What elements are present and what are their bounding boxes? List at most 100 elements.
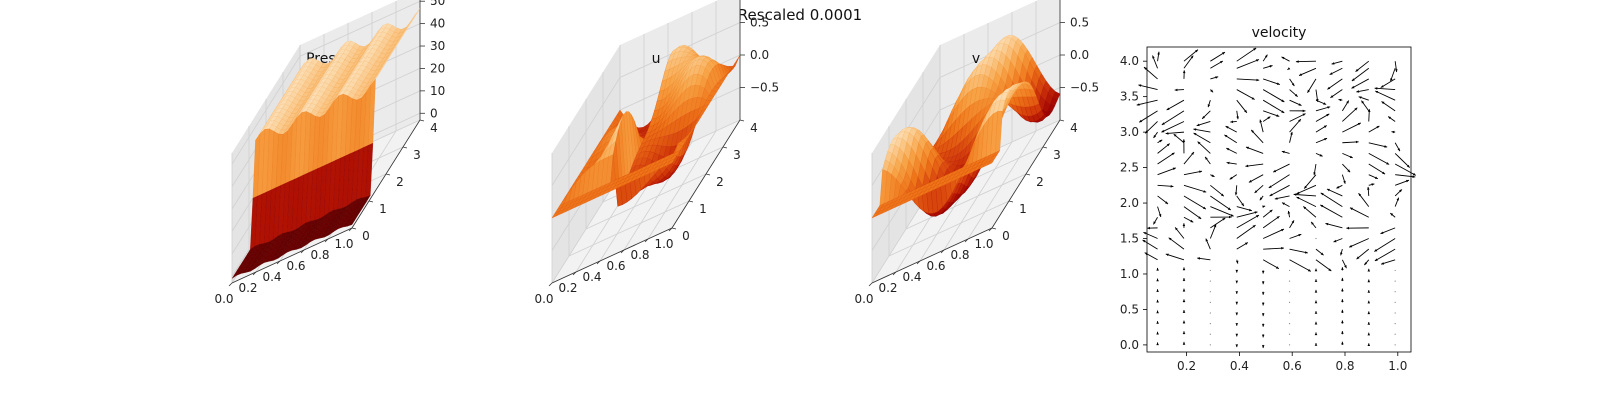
vector-dot — [1394, 344, 1396, 346]
x-tick-label: 0.0 — [854, 292, 873, 306]
y-tick — [351, 227, 357, 230]
z-tick-label: −0.5 — [1070, 81, 1099, 95]
vector-dot — [1394, 269, 1396, 272]
vector-head — [1341, 331, 1344, 334]
vector-head — [1341, 341, 1344, 345]
y-tick-label: 1 — [379, 202, 387, 216]
y-tick-label: 4 — [750, 121, 758, 135]
x-tick-label: 0.8 — [310, 248, 329, 262]
x-tick-label: 0.4 — [1230, 359, 1249, 373]
z-tick-label: 0.5 — [1070, 16, 1089, 30]
grid-line-z — [551, 22, 741, 186]
vector-dot — [1288, 312, 1291, 314]
vector-dot — [1288, 291, 1291, 293]
vector-arrow — [1210, 217, 1226, 229]
vector-head — [1222, 52, 1225, 55]
y-tick-label: 3.0 — [1120, 125, 1139, 139]
vector-head — [1395, 69, 1398, 72]
vector-head — [1282, 202, 1285, 205]
vector-arrow — [1210, 195, 1232, 211]
vector-head — [1182, 278, 1186, 281]
vector-head — [1230, 120, 1234, 124]
y-tick-label: 2 — [1036, 175, 1044, 189]
vector-head — [1225, 126, 1229, 129]
x-tick — [276, 260, 281, 265]
y-tick-label: 3 — [1053, 148, 1061, 162]
vector-arrow — [1326, 188, 1343, 197]
velocity-quiver-axes: velocity 0.2 0.4 0.6 0.8 1.0 0.0 0.5 1.0 1.5 2.0 2.… — [1120, 25, 1417, 373]
vector-head — [1281, 150, 1285, 154]
grid-line-z — [231, 0, 421, 165]
y-tick — [385, 173, 391, 176]
vector-head — [1341, 277, 1344, 281]
vector-dot — [1394, 312, 1396, 314]
vector-head — [1350, 207, 1353, 211]
vector-head — [1390, 213, 1394, 216]
vector-head — [1338, 98, 1342, 102]
vector-head — [1326, 113, 1330, 117]
surface-patch — [987, 158, 995, 166]
vector-head — [1197, 257, 1201, 260]
x-tick — [252, 271, 257, 276]
vector-head — [1324, 138, 1328, 141]
y-tick-label: 2.5 — [1120, 161, 1139, 175]
vector-head — [1349, 155, 1353, 158]
vector-head — [1390, 78, 1393, 82]
vector-head — [1203, 190, 1207, 193]
vector-head — [1138, 84, 1142, 87]
vector-arrow — [1161, 110, 1185, 126]
vector-dot — [1209, 291, 1211, 293]
vector-head — [1268, 185, 1272, 188]
vector-head — [1330, 95, 1334, 98]
z-tick-label: 10 — [430, 84, 445, 98]
x-tick-label: 0.4 — [262, 270, 281, 284]
vector-head — [1376, 126, 1380, 129]
vector-head — [1316, 99, 1319, 102]
vector-head — [1172, 167, 1176, 171]
vector-head — [1367, 343, 1371, 346]
vector-head — [1384, 145, 1388, 148]
vector-arrow — [1320, 192, 1343, 207]
vector-head — [1264, 54, 1268, 58]
vector-head — [1165, 201, 1168, 204]
vector-arrow — [1295, 60, 1316, 63]
vector-head — [1152, 55, 1155, 59]
vector-head — [1182, 139, 1186, 142]
vector-head — [1215, 76, 1219, 79]
vector-arrow — [1263, 247, 1284, 250]
vector-head — [1273, 169, 1277, 173]
vector-head — [1325, 222, 1329, 226]
z-tick-label: 30 — [430, 39, 445, 53]
vector-head — [1295, 60, 1299, 63]
vector-head — [1246, 146, 1249, 150]
y-tick-label: 3 — [733, 148, 741, 162]
vector-head — [1302, 109, 1306, 113]
vector-dot — [1394, 291, 1396, 293]
vector-head — [1193, 133, 1197, 136]
vector-head — [1168, 237, 1172, 241]
panel-title: v — [972, 51, 980, 67]
vector-head — [1320, 252, 1324, 256]
vector-head — [1259, 197, 1263, 201]
vector-head — [1374, 176, 1378, 179]
vector-arrow — [1236, 47, 1257, 62]
y-tick — [705, 173, 711, 176]
vector-head — [1256, 78, 1260, 82]
figure-suptitle: Rescaled 0.0001 — [738, 6, 862, 24]
x-tick — [348, 227, 353, 232]
vector-head — [1191, 152, 1194, 155]
vector-head — [1381, 101, 1385, 105]
vector-head — [1396, 197, 1399, 201]
vector-head — [1340, 252, 1343, 256]
vector-head — [1329, 72, 1333, 75]
vector-arrow — [1293, 193, 1316, 197]
x-tick — [916, 260, 921, 265]
vector-head — [1182, 267, 1186, 271]
vector-arrow — [1358, 192, 1370, 207]
vector-arrow — [1395, 174, 1416, 178]
vector-head — [1207, 104, 1211, 108]
vector-head — [1290, 131, 1293, 135]
vector-arrow — [1315, 259, 1332, 272]
vector-arrow — [1380, 78, 1396, 89]
